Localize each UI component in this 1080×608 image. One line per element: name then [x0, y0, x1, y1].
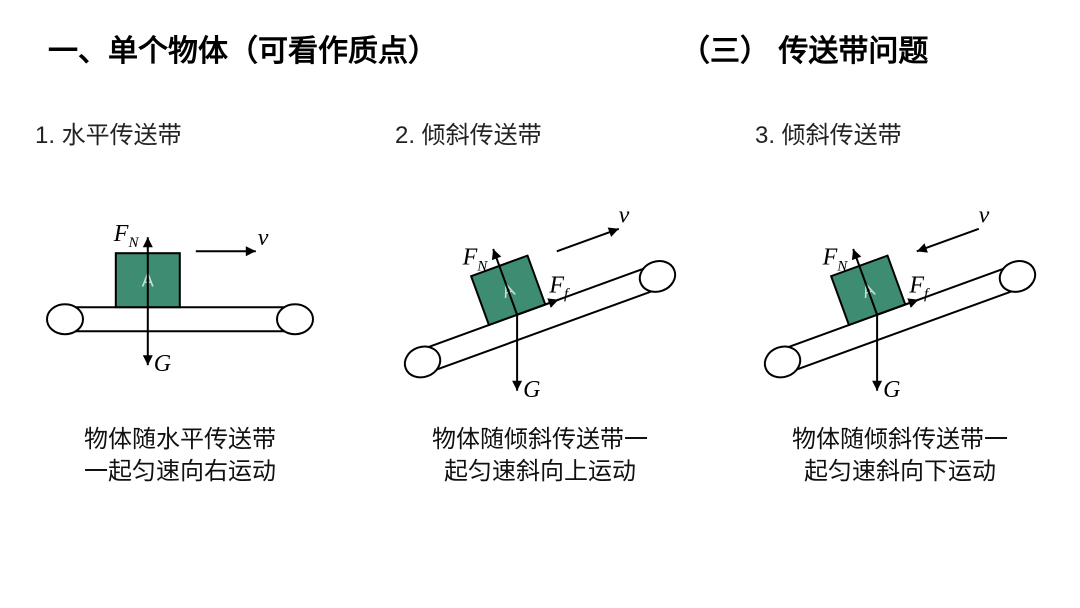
label-v: v [619, 202, 630, 228]
panel-title: 3. 倾斜传送带 [755, 115, 902, 150]
label-g: G [154, 351, 171, 377]
diagram-wrap: AFNFfvG [375, 158, 705, 418]
diagram-p1: AFNvG [15, 158, 345, 418]
label-g: G [883, 377, 900, 403]
label-fn: FN [822, 244, 849, 274]
label-ff: Ff [908, 272, 930, 302]
panel-caption: 物体随水平传送带 一起匀速向右运动 [84, 424, 276, 489]
label-fn: FN [113, 221, 140, 251]
panel-p3: 3. 倾斜传送带AFNFfvG物体随倾斜传送带一 起匀速斜向下运动 [735, 115, 1065, 489]
label-ff: Ff [548, 272, 570, 302]
diagram-wrap: AFNvG [15, 158, 345, 418]
panel-caption: 物体随倾斜传送带一 起匀速斜向上运动 [432, 424, 648, 489]
label-v: v [979, 202, 990, 228]
panel-title: 1. 水平传送带 [35, 115, 182, 150]
heading-left: 一、单个物体（可看作质点） [48, 26, 438, 70]
diagram-wrap: AFNFfvG [735, 158, 1065, 418]
label-v: v [258, 225, 269, 251]
label-fn: FN [462, 244, 489, 274]
panel-p2: 2. 倾斜传送带AFNFfvG物体随倾斜传送带一 起匀速斜向上运动 [375, 115, 705, 489]
panel-caption: 物体随倾斜传送带一 起匀速斜向下运动 [792, 424, 1008, 489]
panel-p1: 1. 水平传送带AFNvG物体随水平传送带 一起匀速向右运动 [15, 115, 345, 489]
heading-right: （三） 传送带问题 [680, 26, 928, 70]
diagram-p2: AFNFfvG [375, 158, 705, 418]
label-g: G [523, 377, 540, 403]
diagram-p3: AFNFfvG [735, 158, 1065, 418]
panels-row: 1. 水平传送带AFNvG物体随水平传送带 一起匀速向右运动2. 倾斜传送带AF… [0, 115, 1080, 489]
panel-title: 2. 倾斜传送带 [395, 115, 542, 150]
